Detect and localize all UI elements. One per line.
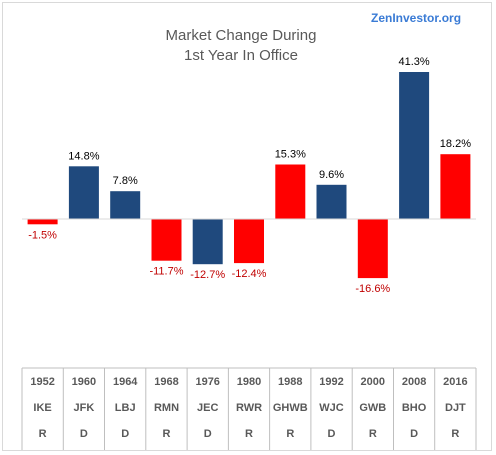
data-label-1952: -1.5%: [28, 229, 57, 241]
table-cell-party-2000: R: [369, 428, 377, 440]
data-label-2008: 41.3%: [398, 56, 429, 68]
data-label-2016: 18.2%: [440, 138, 471, 150]
data-labels-layer: -1.5% 14.8% 7.8% -11.7% -12.7% -12.4% 15.3% 9.6…: [28, 56, 471, 295]
table-cell-year-1968: 1968: [154, 376, 178, 388]
chart-subtitle: 1st Year In Office: [184, 47, 298, 64]
bar-1976: [192, 219, 223, 265]
table-cell-party-1960: D: [80, 428, 88, 440]
table-cell-president-1992: WJC: [319, 402, 344, 414]
bar-1988: [275, 164, 306, 219]
table-cell-year-1988: 1988: [278, 376, 302, 388]
table-cell-party-2016: R: [451, 428, 459, 440]
table-cell-year-1992: 1992: [319, 376, 343, 388]
bar-1968: [151, 219, 182, 261]
bar-2016: [440, 154, 471, 219]
table-cell-year-2008: 2008: [402, 376, 426, 388]
bar-1952: [27, 219, 58, 225]
category-table: 1952 1960 1964 1968 1976 1980 1988 1992 2000 2008…: [21, 367, 477, 450]
table-cell-party-1968: R: [163, 428, 171, 440]
table-cell-year-1976: 1976: [195, 376, 219, 388]
bar-1980: [234, 219, 264, 264]
data-label-2000: -16.6%: [355, 283, 390, 295]
table-cell-year-1960: 1960: [72, 376, 96, 388]
table-cell-party-1976: D: [204, 428, 212, 440]
table-cell-president-1964: LBJ: [115, 402, 136, 414]
table-cell-year-1980: 1980: [237, 376, 261, 388]
table-cell-year-1952: 1952: [30, 376, 54, 388]
data-label-1964: 7.8%: [113, 175, 138, 187]
table-cell-party-2008: D: [410, 428, 418, 440]
table-cell-president-2008: BHO: [402, 402, 427, 414]
table-cell-year-2000: 2000: [361, 376, 385, 388]
data-label-1960: 14.8%: [68, 150, 99, 162]
bars-layer: [27, 72, 471, 279]
bar-1964: [110, 191, 141, 219]
table-cell-year-1964: 1964: [113, 376, 138, 388]
bar-2000: [357, 219, 388, 279]
table-cell-president-2016: DJT: [445, 402, 466, 414]
table-cell-party-1992: D: [328, 428, 336, 440]
table-cell-president-1952: IKE: [33, 402, 51, 414]
table-cell-president-1960: JFK: [74, 402, 95, 414]
table-cell-party-1964: D: [121, 428, 129, 440]
data-label-1976: -12.7%: [190, 269, 225, 281]
table-cell-party-1980: R: [245, 428, 253, 440]
table-cell-party-1988: R: [286, 428, 294, 440]
bar-1992: [316, 184, 347, 219]
bar-1960: [68, 166, 99, 219]
data-label-1980: -12.4%: [232, 268, 267, 280]
table-cell-year-2016: 2016: [443, 376, 467, 388]
data-label-1988: 15.3%: [275, 149, 306, 161]
table-cell-president-1980: RWR: [236, 402, 262, 414]
data-label-1992: 9.6%: [319, 169, 344, 181]
chart-title: Market Change During: [166, 27, 317, 44]
table-cell-party-1952: R: [39, 428, 47, 440]
table-cell-president-1976: JEC: [197, 402, 218, 414]
table-cell-president-2000: GWB: [359, 402, 386, 414]
bar-2008: [399, 72, 430, 219]
table-cell-president-1968: RMN: [154, 402, 179, 414]
watermark: ZenInvestor.org: [371, 11, 461, 25]
table-cell-president-1988: GHWB: [273, 402, 308, 414]
data-label-1968: -11.7%: [149, 266, 183, 278]
